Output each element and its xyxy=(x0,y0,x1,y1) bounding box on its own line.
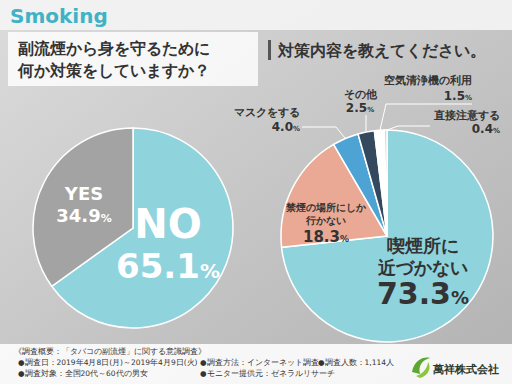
label-line: 行かない xyxy=(305,215,346,227)
category-label: YES xyxy=(64,183,103,204)
footer-item: ●調査人数：1,114人 xyxy=(318,358,394,367)
background xyxy=(0,0,512,384)
leader-line xyxy=(366,115,367,131)
data-label-number: 2.5 xyxy=(346,101,367,115)
pie-slice xyxy=(282,130,493,342)
label-line: 禁煙の場所にしか xyxy=(285,202,367,213)
footer-band xyxy=(0,344,512,384)
data-label-number: 34.9 xyxy=(56,205,100,226)
data-label-number: 1.5 xyxy=(444,89,465,103)
category-label: マスクをする xyxy=(234,106,300,119)
category-label: 空気清浄機の利用 xyxy=(384,74,472,87)
footer-title: 《調査概要：「タバコの副流煙」に関する意識調査》 xyxy=(14,347,206,356)
leader-line xyxy=(302,127,345,138)
leader-line xyxy=(387,126,430,130)
data-label-unit: % xyxy=(451,287,469,308)
top-band xyxy=(0,0,512,30)
title-line: 何か対策をしていますか？ xyxy=(17,61,210,80)
question-box xyxy=(8,32,258,86)
data-label: 2.5% xyxy=(346,101,374,115)
data-label-unit: % xyxy=(465,94,472,102)
pie-slice xyxy=(358,131,387,236)
company-name: 萬祥株式会社 xyxy=(432,363,499,376)
pie-measures xyxy=(281,130,493,342)
category-label: その他 xyxy=(344,88,378,101)
label-line: 近づかない xyxy=(377,257,468,278)
data-label: 73.3% xyxy=(377,276,469,311)
chart-title: 対策内容を教えてください。 xyxy=(277,41,486,60)
category-label: 喫煙所に近づかない xyxy=(377,235,468,278)
data-label-unit: % xyxy=(293,125,300,133)
data-label-unit: % xyxy=(200,259,220,283)
data-label-number: 18.3 xyxy=(303,228,340,246)
logo-mark xyxy=(412,358,430,378)
data-label: 1.5% xyxy=(444,89,472,103)
data-label: 0.4% xyxy=(472,122,500,136)
header-title: Smoking xyxy=(10,4,108,28)
footer-item: ●調査対象：全国20代～60代の男女 xyxy=(18,369,148,378)
pie-slice xyxy=(384,130,387,236)
footer-item: ●モニター提供元：ゼネラルリサーチ xyxy=(200,369,335,378)
data-label-number: 0.4 xyxy=(472,122,493,136)
data-label-unit: % xyxy=(101,212,112,225)
title-bar xyxy=(268,40,271,60)
data-label: 4.0% xyxy=(272,120,300,134)
data-label-unit: % xyxy=(367,106,374,114)
category-label: NO xyxy=(134,201,201,247)
data-label-unit: % xyxy=(493,127,500,135)
title-line: 副流煙から身を守るために xyxy=(18,39,210,58)
data-label: 18.3% xyxy=(303,228,349,246)
category-label: 禁煙の場所にしか行かない xyxy=(285,202,367,227)
footer-item: ●調査方法：インターネット調査 xyxy=(200,358,319,367)
category-label: 直接注意する xyxy=(433,109,500,122)
pie-yes-no xyxy=(33,128,233,328)
data-label-unit: % xyxy=(340,234,349,244)
data-label-number: 73.3 xyxy=(377,276,451,311)
pie-slice xyxy=(374,130,387,236)
data-label: 65.1% xyxy=(116,246,220,286)
chart-title: 副流煙から身を守るために何か対策をしていますか？ xyxy=(17,39,210,80)
footer-item: ●調査日：2019年4月8日(月)～2019年4月9日(火) xyxy=(18,358,198,367)
label-line: 喫煙所に xyxy=(387,235,459,256)
infographic: Smoking 副流煙から身を守るために何か対策をしていますか？ NO65.1% YE… xyxy=(0,0,512,384)
data-label: 34.9% xyxy=(56,205,111,226)
data-label-number: 4.0 xyxy=(272,120,293,134)
data-label-number: 65.1 xyxy=(116,246,200,286)
logo-leaf xyxy=(416,362,430,378)
